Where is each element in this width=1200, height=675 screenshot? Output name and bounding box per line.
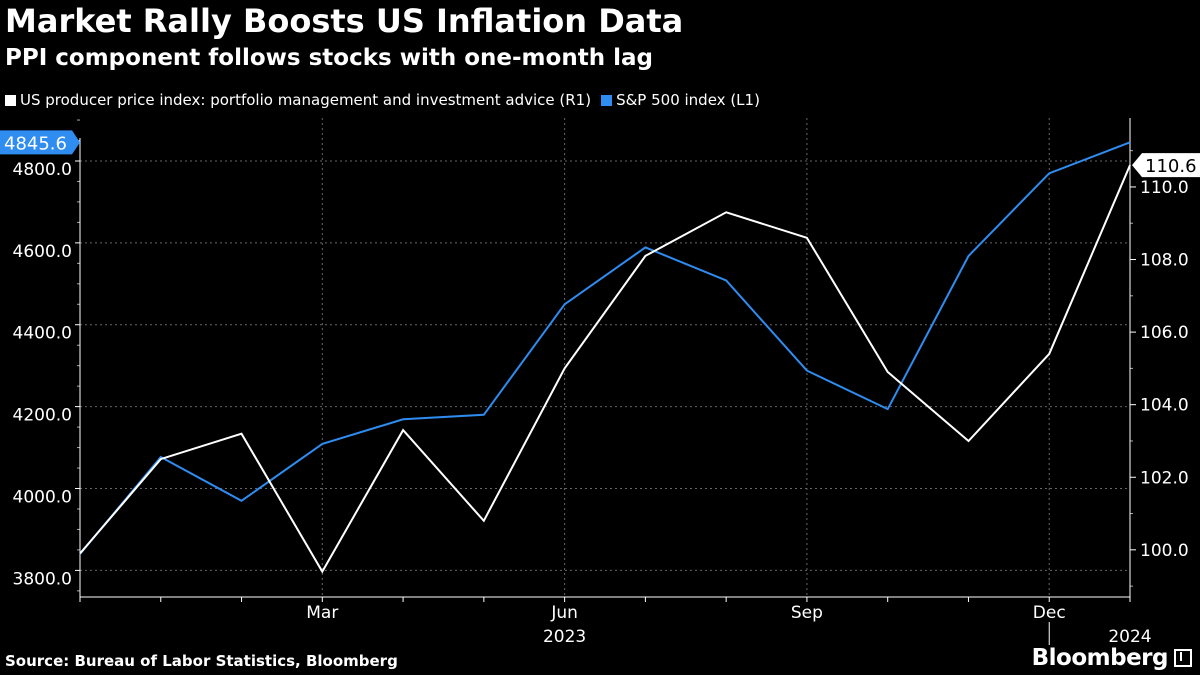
x-tick-label: Dec [1033, 603, 1066, 623]
y-right-tick-label: 100.0 [1140, 541, 1189, 561]
legend-label-spx: S&P 500 index (L1) [616, 91, 760, 109]
legend-item-spx: S&P 500 index (L1) [601, 91, 760, 109]
x-year-label: 2023 [543, 627, 586, 647]
legend-item-ppi: US producer price index: portfolio manag… [5, 91, 591, 109]
axes [75, 118, 1136, 645]
x-tick-label: Sep [791, 603, 823, 623]
legend: US producer price index: portfolio manag… [5, 91, 770, 109]
last-value-label-ppi: 110.6 [1145, 156, 1197, 177]
x-tick-label: Jun [550, 603, 578, 623]
y-right-tick-label: 108.0 [1140, 251, 1189, 271]
series-lines [79, 141, 1131, 574]
last-value-label-spx: 4845.6 [4, 133, 67, 154]
y-left-tick-label: 4400.0 [13, 324, 72, 344]
bloomberg-wordmark: Bloomberg [1031, 645, 1169, 671]
series-line-ppi [79, 164, 1131, 574]
bloomberg-logo: Bloomberg [1032, 645, 1192, 671]
chart-subtitle: PPI component follows stocks with one-mo… [5, 45, 653, 71]
y-right-tick-label: 102.0 [1140, 468, 1189, 488]
y-right-tick-label: 106.0 [1140, 323, 1189, 343]
legend-label-ppi: US producer price index: portfolio manag… [20, 91, 592, 109]
x-year-label: 2024 [1108, 627, 1151, 647]
series-line-spx [79, 141, 1131, 555]
axis-labels: 3800.0 4000.0 4200.0 4400.0 4600.0 4800.0 100.… [0, 130, 1200, 647]
x-tick-label: Mar [306, 603, 338, 623]
y-right-tick-label: 104.0 [1140, 396, 1189, 416]
bloomberg-logo-icon [1174, 649, 1192, 667]
y-right-tick-label: 110.0 [1140, 178, 1189, 198]
y-left-tick-label: 4000.0 [13, 488, 72, 508]
last-value-tag-ppi [1132, 153, 1200, 178]
grid [80, 118, 1130, 597]
y-left-tick-label: 3800.0 [13, 569, 72, 589]
legend-swatch-ppi [5, 94, 16, 106]
chart-title: Market Rally Boosts US Inflation Data [5, 2, 684, 40]
y-left-tick-label: 4800.0 [13, 160, 72, 180]
y-left-tick-label: 4600.0 [13, 242, 72, 262]
source-note: Source: Bureau of Labor Statistics, Bloo… [5, 652, 398, 670]
y-left-tick-label: 4200.0 [13, 406, 72, 426]
legend-swatch-spx [601, 94, 613, 106]
last-value-tag-spx [0, 130, 80, 155]
